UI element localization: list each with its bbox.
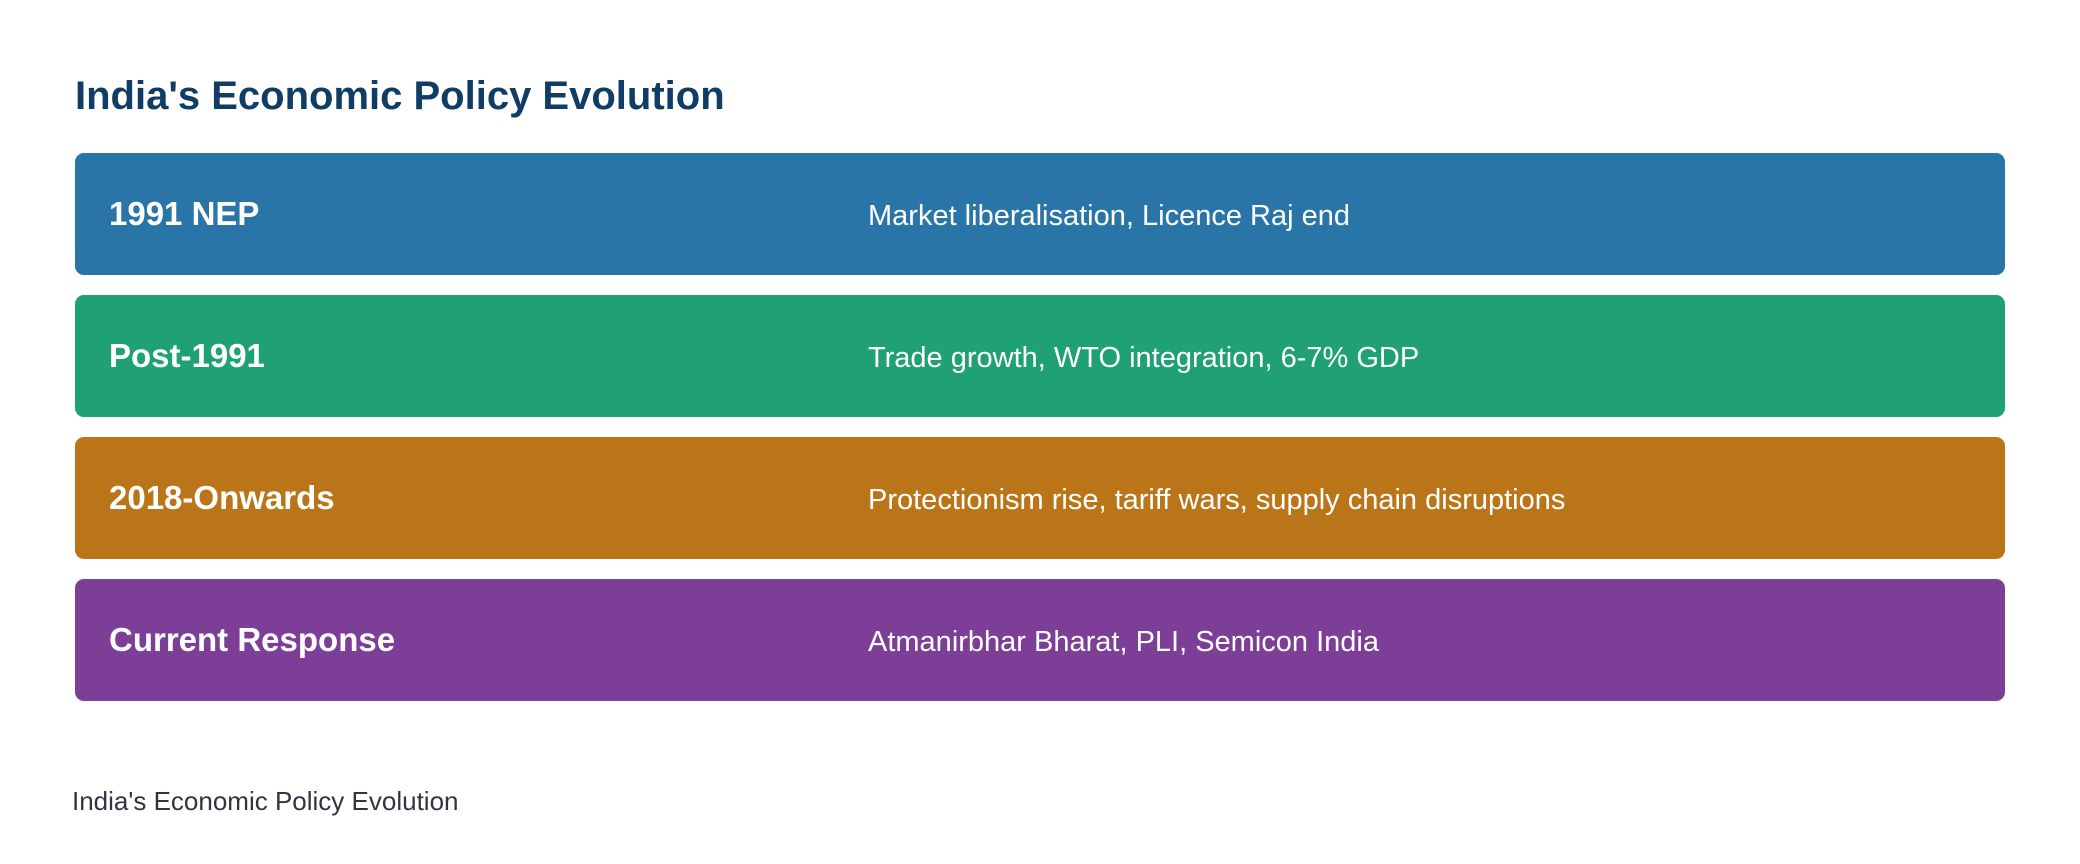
stage-label: Current Response — [109, 621, 396, 658]
stage-description: Market liberalisation, Licence Raj end — [868, 200, 1350, 232]
stage-label: Post-1991 — [109, 337, 265, 374]
stage-label: 1991 NEP — [109, 195, 260, 232]
stage-row-1991-nep: 1991 NEP Market liberalisation, Licence … — [75, 153, 2005, 275]
policy-stages-list: 1991 NEP Market liberalisation, Licence … — [75, 153, 2005, 721]
stage-description: Protectionism rise, tariff wars, supply … — [868, 484, 1566, 516]
stage-row-2018-onwards: 2018-Onwards Protectionism rise, tariff … — [75, 437, 2005, 559]
figure-caption: India's Economic Policy Evolution — [72, 786, 459, 816]
page-title: India's Economic Policy Evolution — [75, 74, 725, 118]
stage-label: 2018-Onwards — [109, 479, 335, 516]
stage-row-current-response: Current Response Atmanirbhar Bharat, PLI… — [75, 579, 2005, 701]
stage-description: Trade growth, WTO integration, 6-7% GDP — [868, 342, 1420, 374]
stage-description: Atmanirbhar Bharat, PLI, Semicon India — [868, 626, 1379, 658]
stage-row-post-1991: Post-1991 Trade growth, WTO integration,… — [75, 295, 2005, 417]
